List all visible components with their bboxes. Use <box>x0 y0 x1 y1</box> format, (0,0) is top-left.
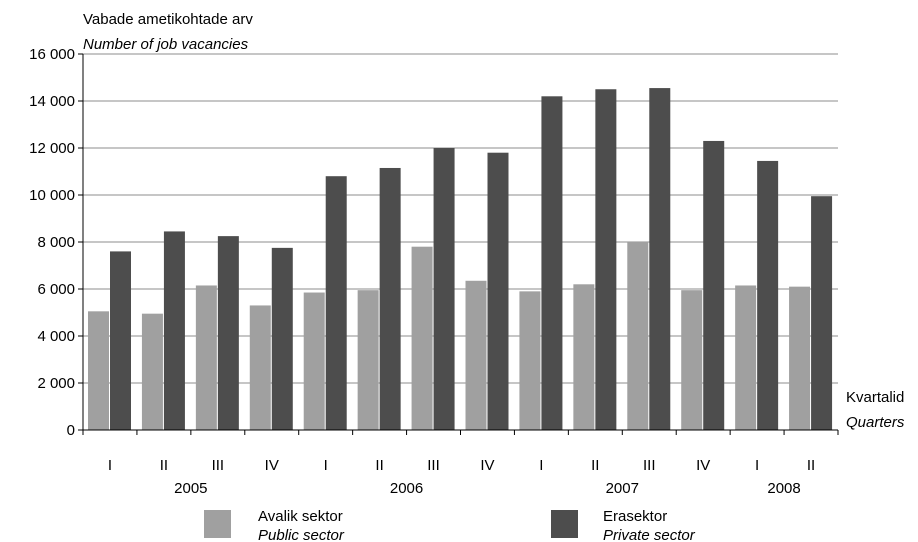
bar-public-sector <box>303 292 325 430</box>
y-tick-label: 16 000 <box>29 46 75 63</box>
bar-public-sector <box>357 290 379 430</box>
bar-private-sector <box>811 196 833 430</box>
x-tick-label: II <box>375 457 383 474</box>
x-tick-label: IV <box>696 457 710 474</box>
x-tick-label: IV <box>480 457 494 474</box>
x-year-label: 2008 <box>767 480 800 497</box>
bar-private-sector <box>595 89 617 430</box>
y-tick-label: 10 000 <box>29 187 75 204</box>
y-tick-label: 8 000 <box>37 234 75 251</box>
y-axis: 0 2 000 4 000 6 000 8 000 10 000 12 000 14 000 1… <box>29 46 84 439</box>
x-tick-label: I <box>108 457 112 474</box>
legend-swatch-public <box>204 510 231 538</box>
bar-private-sector <box>110 251 131 430</box>
x-axis-title-et: Kvartalid <box>846 389 904 406</box>
bar-public-sector <box>573 284 595 430</box>
bar-private-sector <box>379 167 401 430</box>
bar-private-sector <box>163 231 185 430</box>
y-tick-label: 14 000 <box>29 93 75 110</box>
y-axis-title-et: Vabade ametikohtade arv <box>83 11 253 28</box>
x-year-label: 2006 <box>390 480 423 497</box>
legend-label-private-en: Private sector <box>603 527 696 542</box>
bar-public-sector <box>141 313 163 430</box>
x-tick-label: I <box>539 457 543 474</box>
bar-private-sector <box>487 152 509 430</box>
legend-swatch-private <box>551 510 578 538</box>
bar-public-sector <box>519 291 541 430</box>
bar-public-sector <box>88 311 109 430</box>
y-tick-label: 4 000 <box>37 328 75 345</box>
bar-public-sector <box>681 290 703 430</box>
x-tick-label: IV <box>265 457 279 474</box>
bar-private-sector <box>325 176 347 430</box>
bar-public-sector <box>465 280 487 430</box>
bar-public-sector <box>249 305 271 430</box>
bar-private-sector <box>757 160 779 431</box>
x-tick-label: I <box>755 457 759 474</box>
bar-private-sector <box>541 96 563 431</box>
x-year-label: 2007 <box>606 480 639 497</box>
bar-public-sector <box>627 242 649 430</box>
x-tick-label: III <box>427 457 440 474</box>
y-tick-label: 0 <box>67 422 75 439</box>
legend: Avalik sektor Public sector Erasektor Pr… <box>204 508 696 542</box>
legend-label-public-en: Public sector <box>258 527 345 542</box>
x-tick-label: III <box>212 457 225 474</box>
bar-public-sector <box>411 246 433 430</box>
x-tick-label: II <box>160 457 168 474</box>
bar-private-sector <box>433 148 455 430</box>
legend-label-private-et: Erasektor <box>603 508 667 525</box>
x-tick-label: II <box>807 457 815 474</box>
bar-private-sector <box>217 236 239 430</box>
bar-public-sector <box>735 285 757 430</box>
bars <box>88 88 833 431</box>
legend-label-public-et: Avalik sektor <box>258 508 343 525</box>
y-tick-label: 6 000 <box>37 281 75 298</box>
y-axis-title-en: Number of job vacancies <box>83 36 249 53</box>
x-tick-label: II <box>591 457 599 474</box>
x-axis-title-en: Quarters <box>846 414 905 431</box>
x-tick-label: III <box>643 457 656 474</box>
bar-private-sector <box>271 247 293 430</box>
bar-private-sector <box>703 140 725 430</box>
bar-public-sector <box>789 286 811 430</box>
bar-private-sector <box>649 88 671 430</box>
x-tick-label: I <box>324 457 328 474</box>
bar-public-sector <box>195 285 217 430</box>
y-tick-label: 2 000 <box>37 375 75 392</box>
y-tick-label: 12 000 <box>29 140 75 157</box>
x-year-label: 2005 <box>174 480 207 497</box>
